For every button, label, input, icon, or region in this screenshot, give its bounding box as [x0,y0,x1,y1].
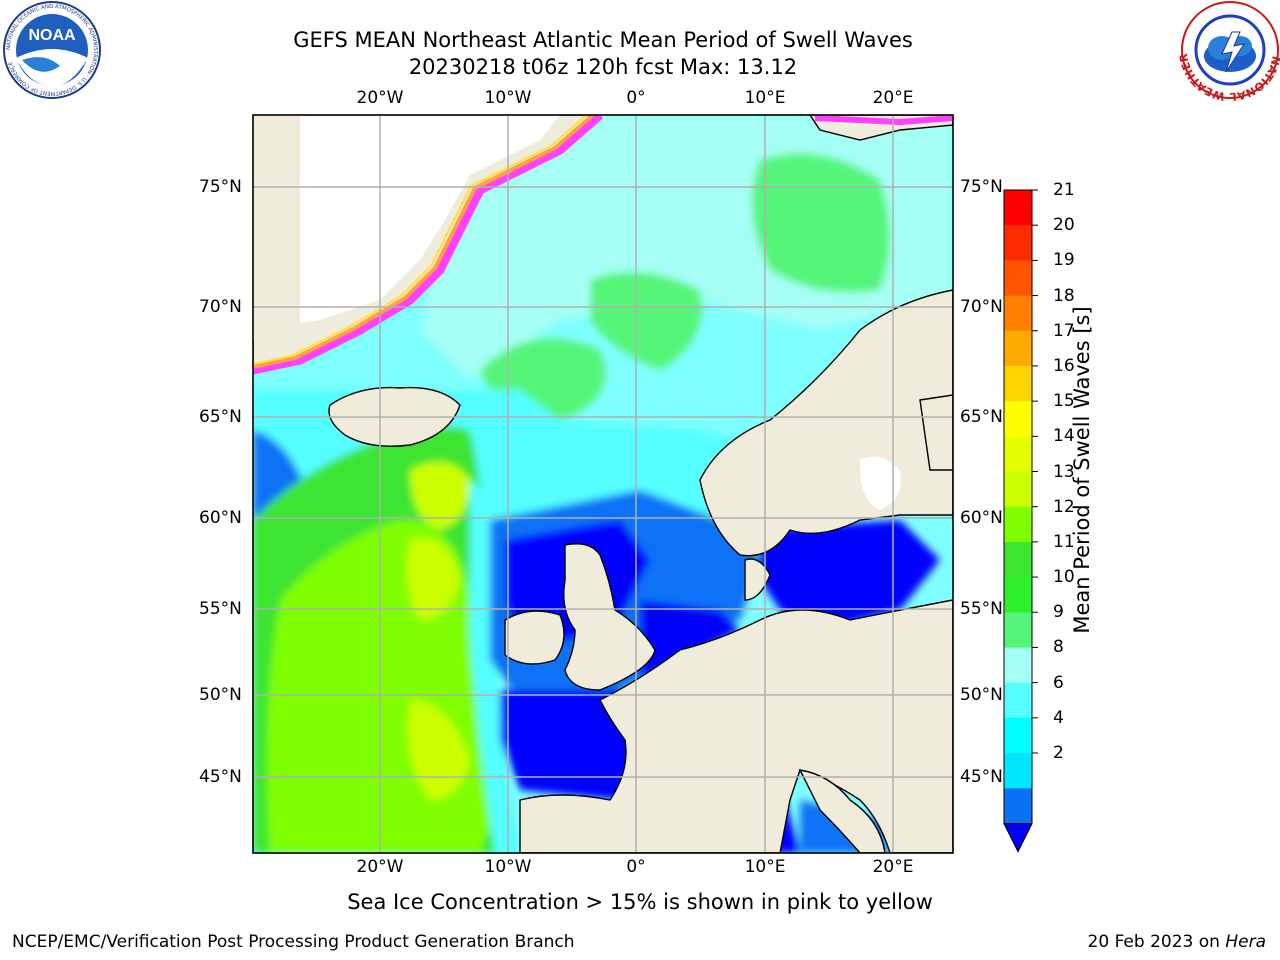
lat-label: 55°N [199,599,242,619]
sea-ice-caption: Sea Ice Concentration > 15% is shown in … [347,890,933,914]
colorbar-segment [1004,330,1032,367]
colorbar-tick-label: 17 [1053,320,1075,341]
colorbar-extension [1003,823,1033,853]
colorbar-segment [1004,682,1032,719]
colorbar-segment [1004,647,1032,684]
colorbar-tick-label: 10 [1053,567,1075,588]
lat-label: 70°N [199,297,242,317]
lat-label: 65°N [199,407,242,427]
colorbar-segment [1004,718,1032,754]
colorbar-segment [1004,401,1032,437]
lat-label: 60°N [960,508,1003,528]
colorbar-tick-label: 12 [1053,496,1075,517]
map-frame [252,114,954,854]
graticule [253,115,953,853]
footer-date-text: 20 Feb 2023 on [1087,932,1226,952]
colorbar-tick-label: 9 [1053,602,1064,623]
lat-label: 55°N [960,599,1003,619]
lat-label: 45°N [199,767,242,787]
colorbar-tick-label: 8 [1053,637,1064,658]
swell-period-field [253,115,953,853]
lon-label: 0° [626,88,646,108]
colorbar-segment [1004,471,1032,508]
colorbar-segment [1004,260,1032,297]
lat-label: 75°N [960,177,1003,197]
lat-label: 50°N [199,685,242,705]
lat-label: 60°N [199,508,242,528]
colorbar-label: Mean Period of Swell Waves [s] [1070,306,1094,634]
lon-label: 10°E [744,88,786,108]
noaa-logo: NOAA NATIONAL OCEANIC AND ATMOSPHERIC AD… [3,1,101,99]
colorbar-segment [1004,436,1032,473]
footer-host: Hera [1225,932,1266,952]
lon-label: 10°W [484,88,532,108]
colorbar-segment [1004,753,1032,789]
lon-label: 20°E [872,88,914,108]
lon-label: 20°E [872,857,914,877]
lon-label: 20°W [356,857,404,877]
colorbar-tick-label: 14 [1053,426,1075,447]
lat-label: 45°N [960,767,1003,787]
colorbar-segment [1004,366,1032,402]
colorbar-tick-label: 11 [1053,531,1075,552]
colorbar-tick-label: 18 [1053,285,1075,306]
colorbar-tick-label: 13 [1053,461,1075,482]
lat-label: 65°N [960,407,1003,427]
chart-title: GEFS MEAN Northeast Atlantic Mean Period… [293,28,913,52]
colorbar-segment [1004,225,1032,261]
colorbar-segment [1004,542,1032,578]
sea-ice-edge [253,115,603,375]
colorbar-tick-label: 2 [1053,743,1064,763]
chart-subtitle: 20230218 t06z 120h fcst Max: 13.12 [408,55,798,79]
colorbar-segment [1004,295,1032,332]
lon-label: 10°E [744,857,786,877]
colorbar-segment [1004,190,1032,226]
lat-label: 75°N [199,177,242,197]
colorbar-segment [1004,506,1032,543]
colorbar-tick-label: 21 [1053,180,1075,200]
lat-label: 50°N [960,685,1003,705]
colorbar-tick-label: 6 [1053,672,1064,693]
noaa-logo-text: NOAA [28,27,76,44]
colorbar-tick-label: 15 [1053,391,1075,412]
lon-label: 10°W [484,857,532,877]
footer-date: 20 Feb 2023 on Hera [1088,932,1266,952]
lon-label: 20°W [356,88,404,108]
colorbar [1003,189,1038,853]
colorbar-tick-label: 20 [1053,215,1075,236]
colorbar-segment [1004,612,1032,649]
colorbar-tick-label: 4 [1053,707,1064,728]
lon-label: 0° [626,857,646,877]
lat-label: 70°N [960,297,1003,317]
colorbar-tick-label: 16 [1053,355,1075,376]
colorbar-segment [1004,788,1032,825]
footer-credit: NCEP/EMC/Verification Post Processing Pr… [12,932,575,952]
colorbar-tick-label: 19 [1053,250,1075,271]
colorbar-segment [1004,577,1032,613]
